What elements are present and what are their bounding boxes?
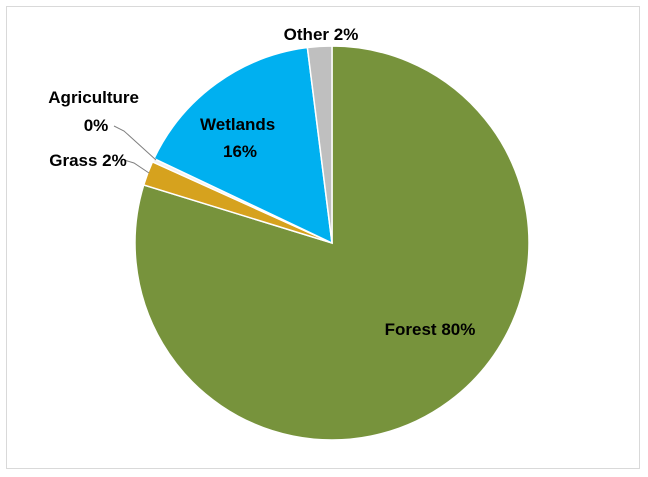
data-label-wetlands-name: Wetlands <box>200 115 275 134</box>
pie-slices <box>134 45 530 441</box>
data-label-agriculture: Agriculture 0% <box>48 88 143 135</box>
pie-slice-wetlands <box>153 46 333 245</box>
leader-line-grass <box>123 159 150 174</box>
data-label-agriculture-value: 0% <box>84 116 109 135</box>
leader-line-agriculture <box>113 125 157 161</box>
data-label-forest: Forest 80% <box>385 320 476 339</box>
pie-slice-forest <box>134 45 530 441</box>
data-label-wetlands: Wetlands 16% <box>200 115 280 161</box>
data-label-wetlands-value: 16% <box>223 142 257 161</box>
pie-slice-other <box>306 45 333 244</box>
data-label-other: Other 2% <box>284 25 359 44</box>
data-label-agriculture-name: Agriculture <box>48 88 139 107</box>
data-label-grass: Grass 2% <box>49 151 127 170</box>
leader-lines <box>113 125 157 174</box>
